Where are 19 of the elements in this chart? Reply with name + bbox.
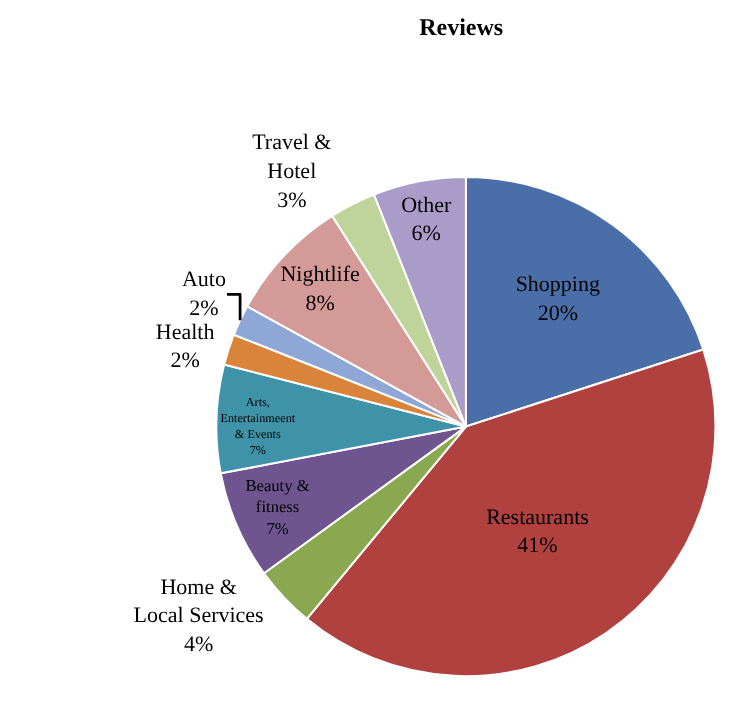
data-label: 7% xyxy=(266,520,289,539)
data-label: 6% xyxy=(411,222,441,247)
slice-label: Travel & Hotel xyxy=(252,131,333,184)
slice-label: Beauty & fitness xyxy=(245,476,311,517)
data-label: 4% xyxy=(183,633,214,658)
data-label: 41% xyxy=(517,534,558,559)
slice-label: Home & Local Services xyxy=(133,575,264,629)
data-label: 8% xyxy=(305,292,335,317)
slice-label: Auto xyxy=(181,268,227,293)
chart-title: Reviews xyxy=(419,12,504,41)
slice-label: Shopping xyxy=(515,273,601,298)
slice-label: Nightlife xyxy=(280,263,361,288)
slice-label: Other xyxy=(401,193,452,218)
slice-label: Restaurants xyxy=(486,505,589,530)
data-label: 3% xyxy=(277,188,307,213)
data-label: 2% xyxy=(170,349,200,374)
slice-label: Health xyxy=(155,320,216,345)
data-label: 2% xyxy=(189,296,219,321)
data-label: 20% xyxy=(537,301,578,326)
